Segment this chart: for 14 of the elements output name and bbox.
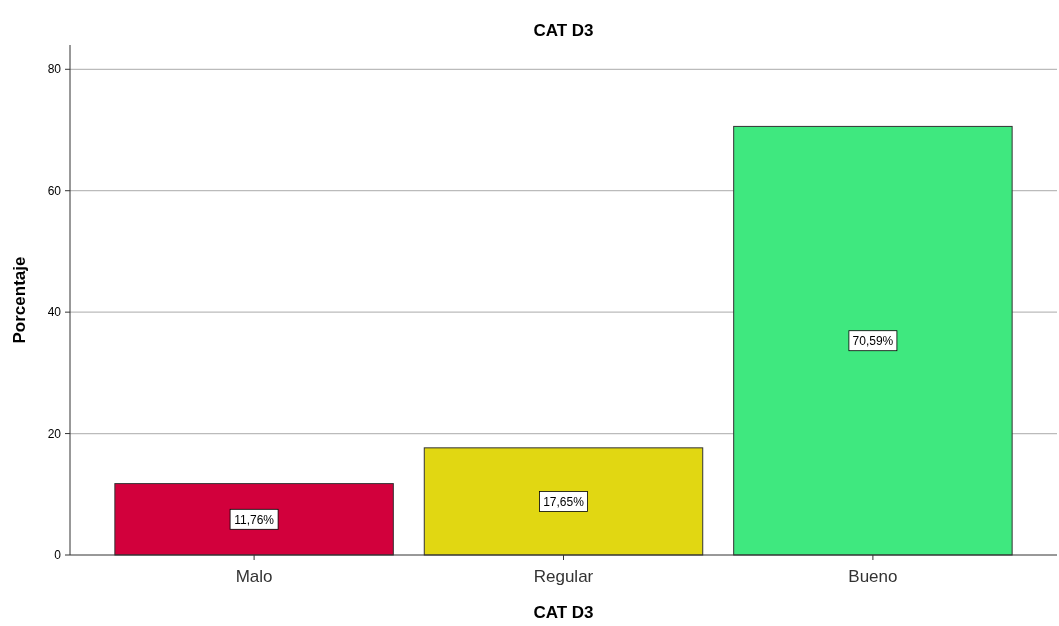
y-tick-label: 40	[47, 305, 62, 320]
x-tick-label: Bueno	[848, 567, 898, 586]
x-axis-title: CAT D3	[533, 603, 594, 622]
y-tick-label: 0	[54, 548, 62, 562]
data-label: 70,59%	[852, 334, 894, 349]
x-tick-label: Regular	[533, 567, 594, 586]
y-tick-label: 80	[47, 62, 62, 77]
chart-title: CAT D3	[533, 21, 594, 40]
y-tick-label: 60	[47, 183, 62, 198]
data-label: 11,76%	[234, 512, 275, 527]
x-tick-label: Malo	[235, 567, 273, 586]
data-label: 17,65%	[543, 494, 585, 509]
y-tick-label: 20	[47, 426, 62, 441]
y-axis-title: Porcentaje	[10, 256, 29, 344]
